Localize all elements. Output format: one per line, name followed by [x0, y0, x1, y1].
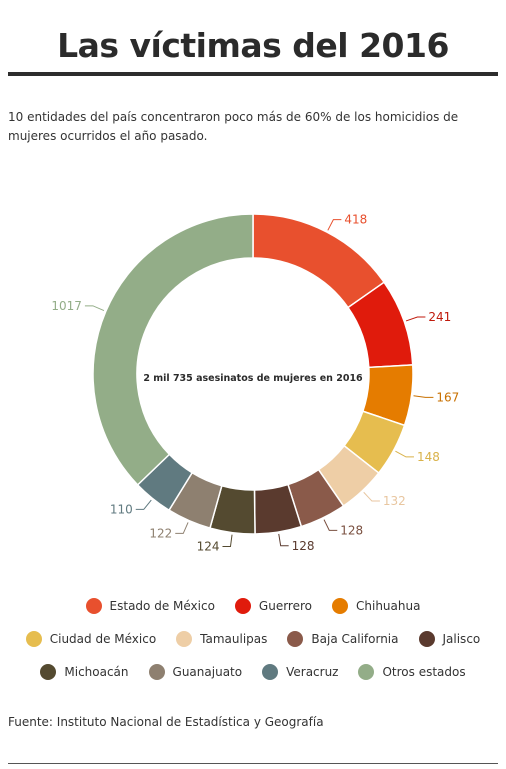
legend-label: Guanajuato	[172, 665, 243, 679]
leader-line-3	[395, 450, 414, 458]
data-label-0: 418	[344, 213, 367, 227]
leader-line-10	[84, 305, 105, 311]
legend-item-7: Michoacán	[40, 662, 129, 682]
leader-line-8	[175, 522, 189, 534]
legend-swatch	[332, 598, 348, 614]
leader-line-4	[363, 491, 380, 502]
legend-item-5: Baja California	[287, 629, 399, 649]
legend-item-8: Guanajuato	[148, 662, 243, 682]
legend-item-3: Ciudad de México	[25, 629, 157, 649]
legend-swatch	[25, 631, 42, 647]
bottom-divider	[8, 763, 498, 764]
legend-item-10: Otros estados	[358, 662, 466, 682]
legend-swatch	[148, 664, 165, 680]
legend-swatch	[287, 631, 304, 647]
data-label-5: 128	[340, 523, 363, 537]
donut-chart: 418 241 167 148 132 128 128 124 122 110 1017 2 mil…	[51, 213, 459, 554]
legend-label: Guerrero	[258, 599, 312, 613]
legend-label: Ciudad de México	[49, 632, 157, 646]
slice-10	[92, 213, 254, 486]
legend-label: Chihuahua	[356, 599, 421, 613]
legend-swatch	[262, 664, 279, 680]
legend: Estado de México Guerrero Chihuahua Ciudad …	[10, 596, 496, 682]
chart-subtitle: 10 entidades del país concentraron poco …	[8, 110, 459, 143]
legend-swatch	[234, 598, 251, 614]
data-label-6: 128	[292, 539, 315, 553]
legend-item-2: Chihuahua	[332, 596, 420, 616]
data-label-7: 124	[197, 540, 220, 554]
legend-label: Veracruz	[286, 665, 339, 679]
leader-line-7	[222, 534, 233, 548]
legend-label: Michoacán	[64, 665, 129, 679]
title-divider	[8, 72, 498, 76]
legend-swatch	[85, 598, 102, 614]
data-label-9: 110	[110, 502, 133, 516]
chart-title: Las víctimas del 2016	[57, 26, 449, 65]
leader-line-9	[135, 499, 152, 510]
slice-0	[252, 213, 386, 309]
leader-line-2	[413, 395, 434, 398]
legend-label: Jalisco	[442, 632, 481, 646]
data-label-10: 1017	[51, 299, 82, 313]
data-label-4: 132	[383, 494, 406, 508]
legend-swatch	[418, 631, 435, 647]
data-label-1: 241	[428, 310, 451, 324]
data-label-3: 148	[417, 450, 440, 464]
legend-item-6: Jalisco	[418, 629, 481, 649]
legend-swatch	[176, 631, 193, 647]
data-label-2: 167	[436, 390, 459, 404]
legend-label: Estado de México	[109, 599, 215, 613]
legend-swatch	[40, 664, 57, 680]
legend-label: Tamaulipas	[200, 632, 268, 646]
leader-line-5	[323, 519, 338, 531]
legend-item-0: Estado de México	[85, 596, 215, 616]
center-label: 2 mil 735 asesinatos de mujeres en 2016	[143, 373, 363, 384]
leader-line-6	[278, 533, 289, 547]
data-label-8: 122	[149, 526, 172, 540]
legend-item-4: Tamaulipas	[176, 629, 267, 649]
leader-line-0	[327, 219, 342, 231]
legend-label: Otros estados	[382, 665, 466, 679]
legend-item-9: Veracruz	[262, 662, 338, 682]
legend-item-1: Guerrero	[234, 596, 312, 616]
legend-swatch	[358, 664, 375, 680]
source-note: Fuente: Instituto Nacional de Estadístic…	[8, 715, 324, 729]
leader-line-1	[405, 316, 426, 322]
legend-label: Baja California	[311, 632, 399, 646]
